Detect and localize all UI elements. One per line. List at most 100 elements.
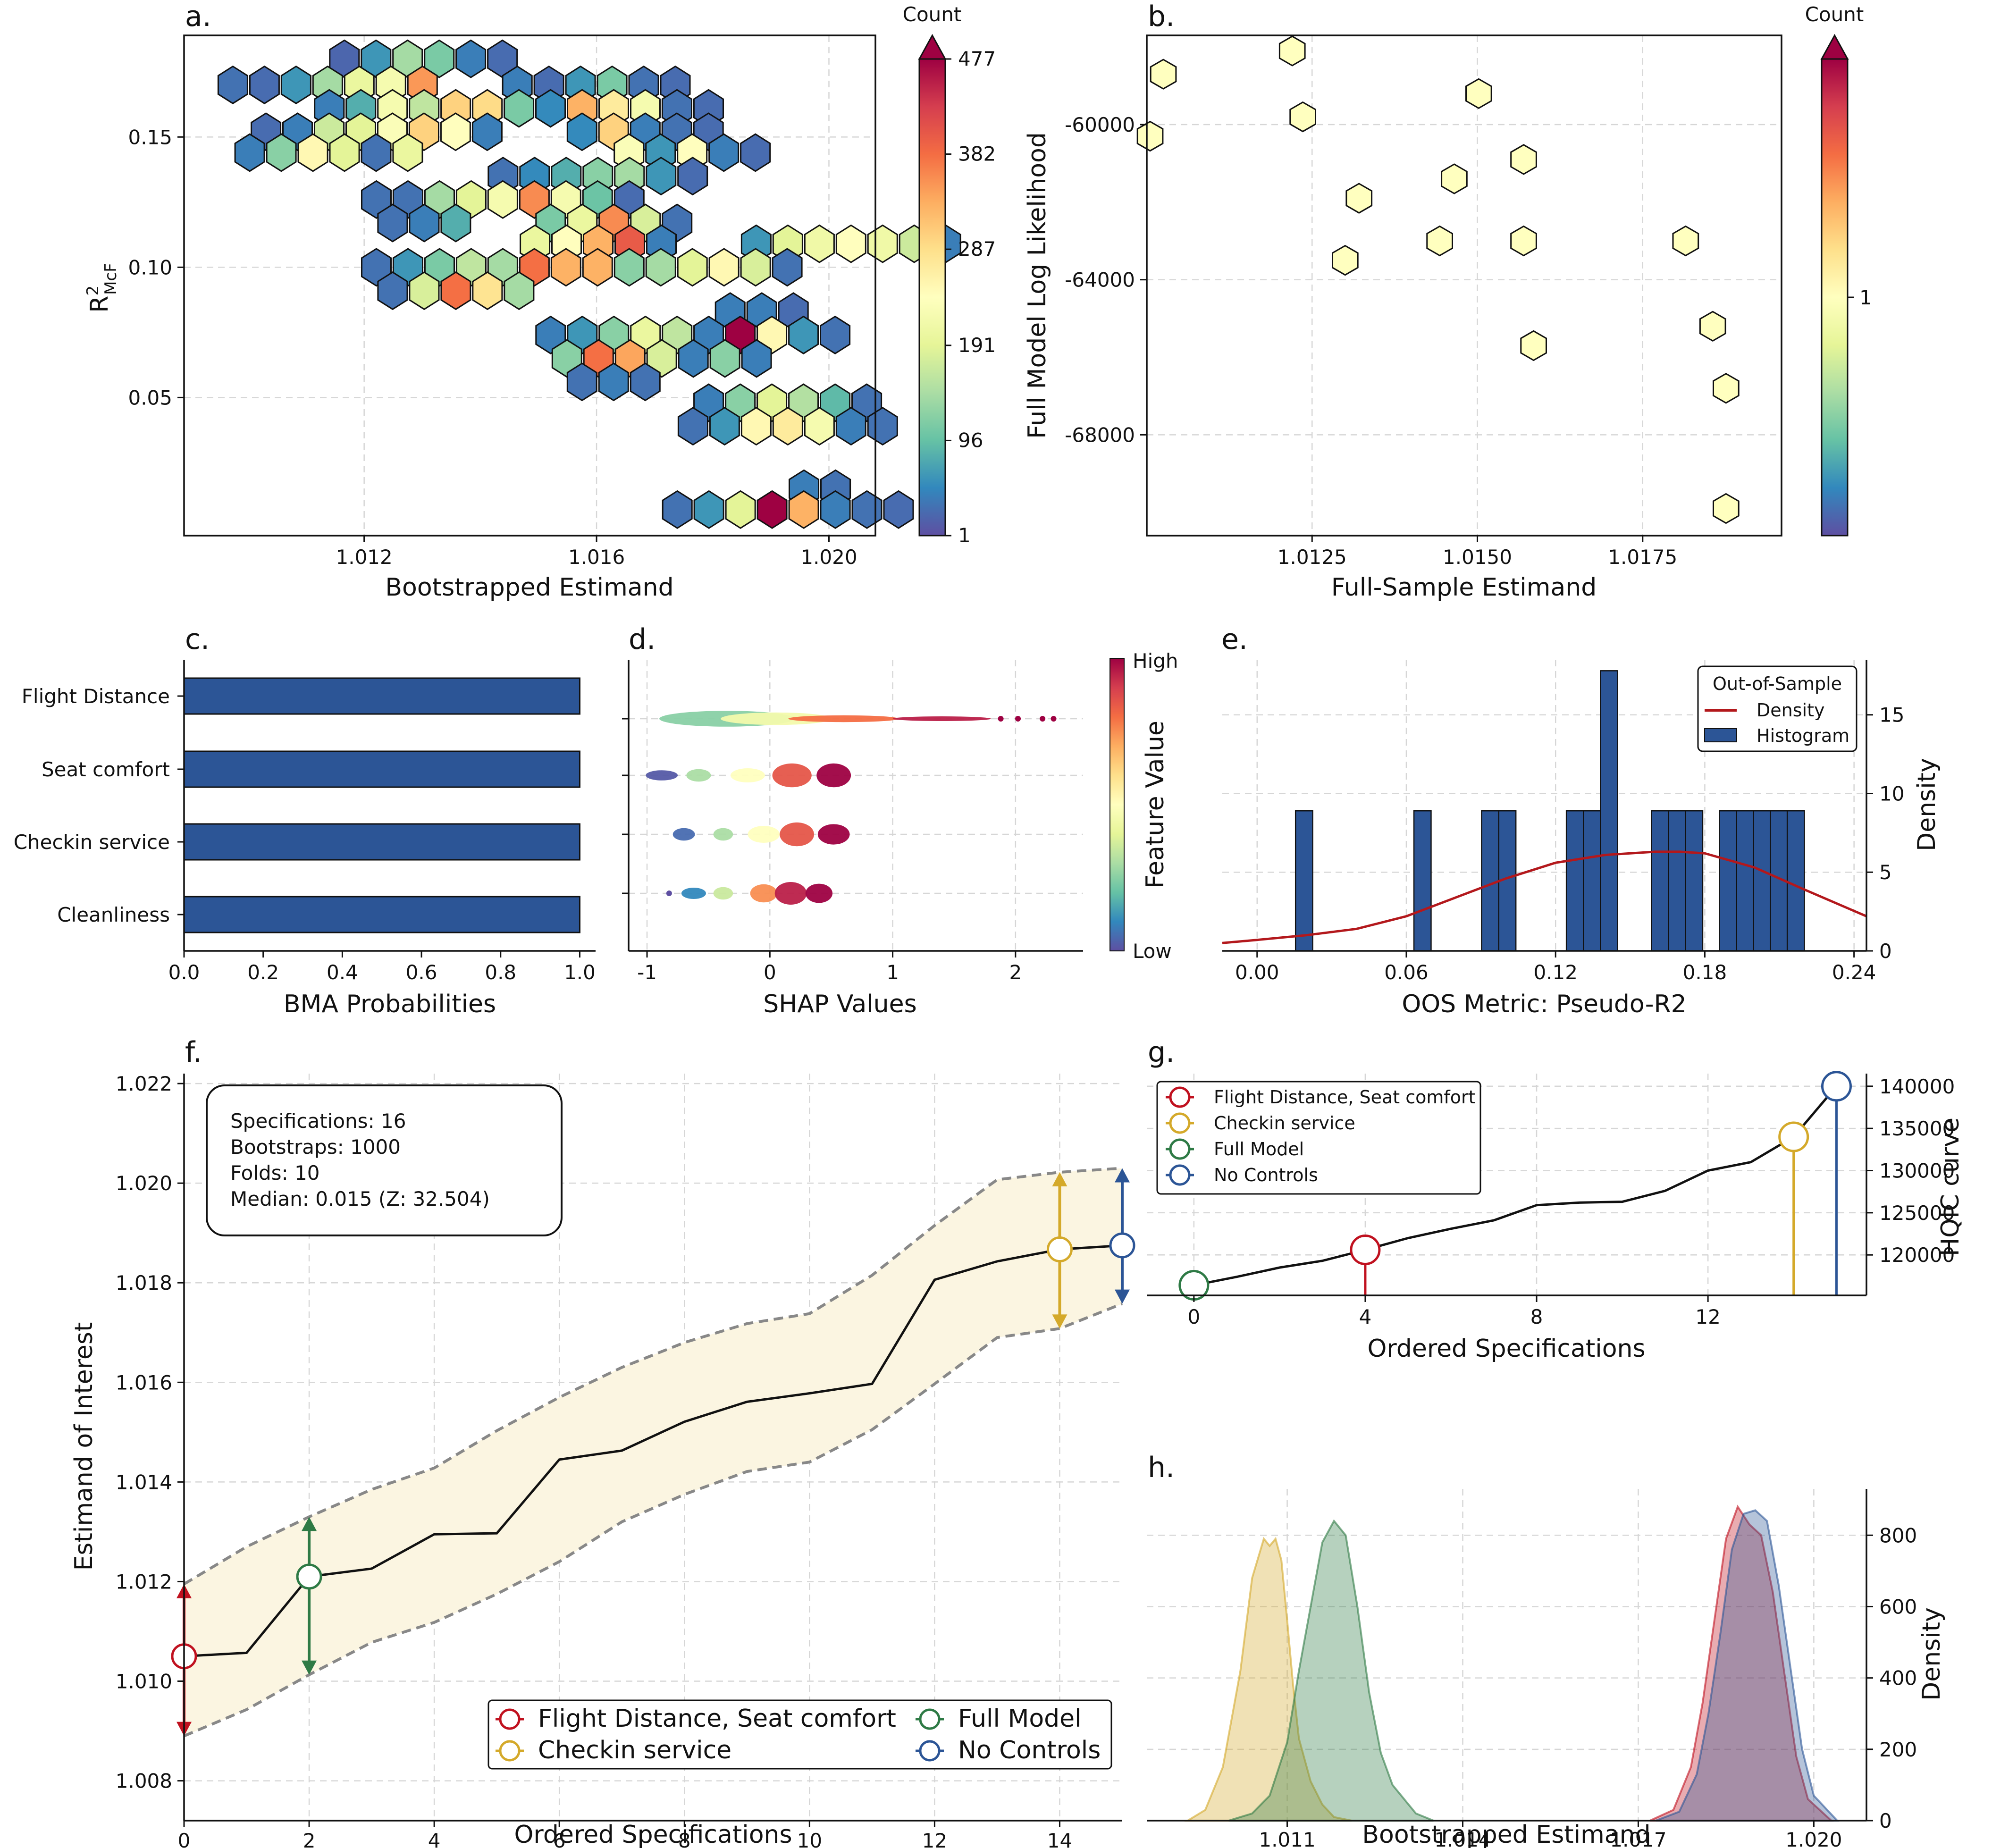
panel-d-ticks: -1 0 1 2	[622, 718, 1022, 984]
panel-f-legend-swatch-marker	[499, 1708, 521, 1730]
panel-d-shap-cluster	[731, 768, 765, 782]
panel-e-xtick-label: 0.12	[1533, 961, 1578, 984]
panel-a-hexbin	[234, 133, 265, 172]
panel-d-shap-point	[998, 716, 1004, 722]
panel-a-ylabel: R2McF	[84, 263, 120, 312]
panel-e-legend-title: Out-of-Sample	[1713, 673, 1842, 694]
panel-b-hexbin	[1510, 225, 1537, 257]
panel-a-hexbin	[266, 133, 297, 172]
panel-a-hexbin	[820, 490, 851, 529]
panel-f-ytick-label: 1.016	[116, 1371, 172, 1394]
panel-d-colorbar-high: High	[1133, 649, 1178, 672]
panel-h-grid	[1147, 1489, 1866, 1822]
panel-d-shap-point	[666, 890, 672, 896]
panel-a-hexbin	[614, 248, 645, 287]
panel-d-colorbar-label: Feature Value	[1141, 721, 1169, 889]
panel-b-ytick-label: -64000	[1065, 269, 1135, 292]
panel-a-hexbin	[677, 157, 708, 196]
panel-a-hexbin	[297, 133, 328, 172]
panel-b-hexbin	[1672, 225, 1699, 257]
panel-a: 1.012 1.016 1.020 0.05 0.10 0.15 Bootstrapped…	[84, 3, 996, 602]
panel-label-a: a.	[185, 0, 211, 33]
panel-f-info-bootstraps: Bootstraps: 1000	[230, 1135, 401, 1159]
panel-a-hexbin	[835, 224, 866, 263]
panel-f-legend-label: Full Model	[958, 1705, 1082, 1733]
panel-a-colorbar-tick-label: 96	[958, 428, 983, 452]
panel-f-lower-bound	[183, 1302, 1123, 1738]
panel-d-shap-cluster	[774, 882, 807, 905]
panel-a-hexbin	[693, 490, 724, 529]
panel-h-density-area	[1649, 1504, 1834, 1822]
panel-f-ytick-label: 1.014	[116, 1470, 172, 1494]
panel-b-plot-frame	[1146, 34, 1782, 537]
panel-g-highlights	[1178, 1071, 1852, 1301]
panel-f-legend-swatch-marker	[919, 1740, 941, 1762]
panel-d-shap-cluster	[721, 712, 832, 725]
panel-d: -1 0 1 2 SHAP Values High Low Feature Value	[622, 649, 1178, 1018]
panel-c-ticks: Flight Distance Seat comfort Checkin servi…	[14, 685, 596, 984]
panel-a-hexbin	[217, 65, 248, 104]
panel-f-ytick-label: 1.022	[116, 1072, 172, 1095]
panel-a-hexbin	[582, 248, 613, 287]
panel-label-g: g.	[1148, 1036, 1175, 1069]
panel-f: 0 2 4 6 8 10 12 14 1.008 1.010 1.012 1.014 1.016 1.01…	[70, 1072, 1135, 1848]
panel-e-histogram-bar	[1719, 810, 1737, 952]
panel-d-colorbar	[1109, 658, 1125, 951]
panel-g-ticks: 0 4 8 12 120000 125000 130000 135000 140000	[1187, 1075, 1955, 1328]
panel-a-hexbin	[835, 407, 866, 446]
panel-h-ticks: 1.011 1.014 1.017 1.020 0 200 400 600 800	[1259, 1524, 1917, 1848]
panel-d-shap-cluster	[816, 763, 851, 788]
panel-c-bar	[183, 896, 580, 933]
panel-a-hexbin	[566, 112, 597, 151]
panel-c-xtick-label: 0.8	[485, 961, 516, 984]
panel-f-xtick-label: 10	[797, 1829, 822, 1848]
panel-f-legend-label: Flight Distance, Seat comfort	[538, 1705, 896, 1733]
panel-a-hexbin	[535, 89, 566, 128]
panel-f-legend-swatch-marker	[919, 1708, 941, 1730]
panel-g-xtick-label: 0	[1187, 1305, 1200, 1328]
panel-a-xtick-label: 1.016	[568, 546, 625, 569]
panel-b-xtick-label: 1.0175	[1608, 546, 1677, 569]
panel-e-histogram-bar	[1583, 810, 1602, 952]
panel-a-hexbin	[708, 248, 740, 287]
panel-e-xtick-label: 0.06	[1384, 961, 1429, 984]
panel-a-ylabel-sub: McF	[101, 263, 120, 295]
panel-e-ylabel: Density	[1913, 758, 1941, 851]
panel-e-bars	[1294, 670, 1805, 952]
panel-a-hexbin	[645, 248, 676, 287]
panel-g-legend-label: No Controls	[1214, 1165, 1318, 1185]
panel-a-hexbin	[455, 39, 487, 78]
panel-h-ylabel: Density	[1917, 1607, 1946, 1701]
panel-e-legend-density-label: Density	[1757, 700, 1824, 721]
panel-b-ytick-label: -60000	[1065, 113, 1135, 136]
panel-g-ytick-label: 135000	[1879, 1117, 1955, 1140]
panel-b-hexbin	[1510, 144, 1537, 175]
panel-a-hexbin	[377, 203, 408, 243]
panel-c-xtick-label: 0.4	[327, 961, 358, 984]
panel-g-xtick-label: 4	[1359, 1305, 1372, 1328]
panel-a-hexes	[217, 39, 961, 529]
panel-e-histogram-bar	[1753, 810, 1772, 952]
panel-f-ci-arrow-up	[1052, 1172, 1067, 1186]
panel-f-ci-arrow-up	[302, 1517, 317, 1531]
panel-f-legend-label: Checkin service	[538, 1736, 731, 1764]
panel-e-histogram-bar	[1565, 810, 1584, 952]
panel-g-legend-swatch-marker	[1169, 1138, 1191, 1160]
panel-d-shap-point	[1040, 716, 1046, 722]
panel-f-ytick-label: 1.020	[116, 1172, 172, 1195]
panel-h-density-area	[1184, 1537, 1352, 1822]
panel-c-ytick-label: Cleanliness	[57, 903, 170, 926]
panel-f-xtick-label: 6	[553, 1829, 566, 1848]
panel-h-xtick-label: 1.014	[1434, 1828, 1491, 1848]
panel-b-xtick-label: 1.0125	[1278, 546, 1347, 569]
panel-e-histogram-bar	[1413, 810, 1432, 952]
panel-a-ytick-label: 0.10	[128, 256, 172, 279]
panel-a-hexbin	[471, 112, 503, 151]
panel-b-hexbin	[1520, 330, 1547, 361]
panel-a-hexbin	[361, 133, 392, 172]
panel-g-xtick-label: 12	[1695, 1305, 1720, 1328]
panel-b-hexbin	[1441, 163, 1468, 194]
panel-f-ytick-label: 1.010	[116, 1670, 172, 1693]
panel-d-xtick-label: 2	[1009, 961, 1022, 984]
